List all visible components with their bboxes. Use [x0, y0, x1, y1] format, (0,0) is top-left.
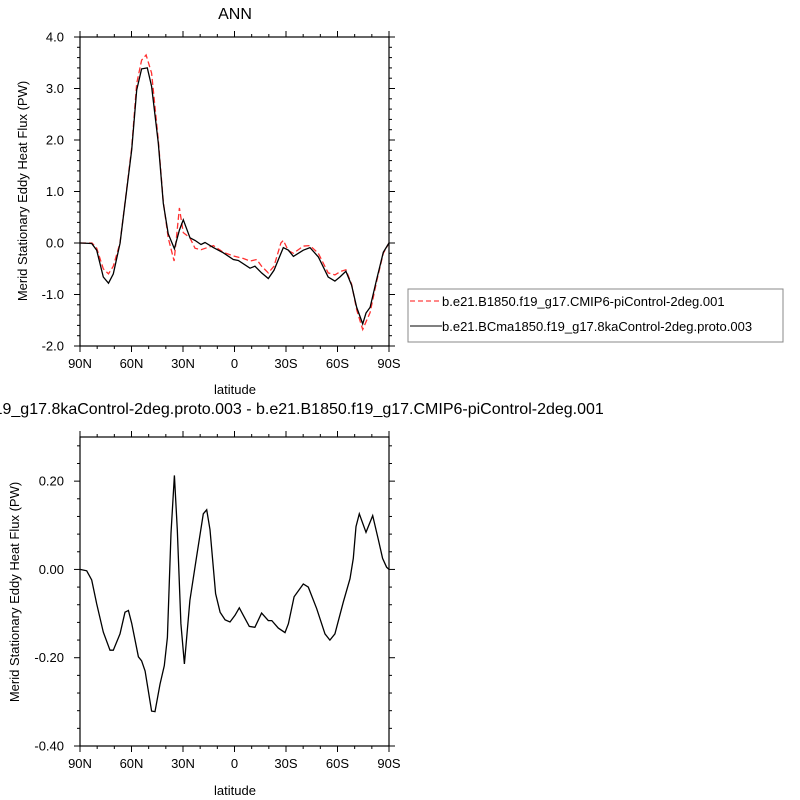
x-tick-label: 60N — [120, 356, 144, 371]
y-tick-label: 2.0 — [46, 133, 64, 148]
y-tick-label: 0.20 — [39, 474, 64, 489]
series-line-0-1 — [79, 67, 390, 326]
bottom-y-axis-label: Merid Stationary Eddy Heat Flux (PW) — [7, 482, 22, 702]
x-tick-label: 30S — [274, 356, 297, 371]
y-tick-label: -0.20 — [34, 650, 64, 665]
y-tick-label: 1.0 — [46, 184, 64, 199]
y-tick-label: 0.00 — [39, 562, 64, 577]
x-tick-label: 90N — [68, 356, 92, 371]
plot-frame-1 — [79, 436, 390, 747]
bottom-x-axis-label: latitude — [214, 783, 256, 798]
x-tick-label: 60S — [326, 756, 349, 771]
x-tick-label: 0 — [231, 356, 238, 371]
bottom-panel: b.e21.BCma1850.f19_g17.8kaControl-2deg.p… — [0, 401, 604, 798]
top-y-axis-label: Merid Stationary Eddy Heat Flux (PW) — [15, 81, 30, 301]
x-tick-label: 30N — [171, 356, 195, 371]
x-tick-label: 60N — [120, 756, 144, 771]
x-tick-label: 0 — [231, 756, 238, 771]
x-tick-label: 90S — [377, 756, 400, 771]
x-tick-label: 30S — [274, 756, 297, 771]
x-tick-label: 30N — [171, 756, 195, 771]
x-tick-label: 60S — [326, 356, 349, 371]
y-tick-label: 0.0 — [46, 236, 64, 251]
legend: b.e21.B1850.f19_g17.CMIP6-piControl-2deg… — [407, 288, 784, 343]
y-tick-label: -1.0 — [42, 287, 64, 302]
top-chart-title: ANN — [218, 6, 252, 23]
y-tick-label: 4.0 — [46, 30, 64, 45]
legend-label-series-1: b.e21.B1850.f19_g17.CMIP6-piControl-2deg… — [442, 294, 725, 309]
top-panel: ANN latitude Merid Stationary Eddy Heat … — [15, 6, 401, 397]
y-tick-label: -2.0 — [42, 339, 64, 354]
x-tick-label: 90S — [377, 356, 400, 371]
y-tick-label: 3.0 — [46, 81, 64, 96]
legend-box — [407, 288, 784, 343]
x-tick-label: 90N — [68, 756, 92, 771]
legend-label-series-2: b.e21.BCma1850.f19_g17.8kaControl-2deg.p… — [442, 319, 752, 334]
top-x-axis-label: latitude — [214, 382, 256, 397]
y-tick-label: -0.40 — [34, 739, 64, 754]
bottom-chart-title: b.e21.BCma1850.f19_g17.8kaControl-2deg.p… — [0, 401, 604, 418]
series-line-1-0 — [79, 475, 390, 713]
